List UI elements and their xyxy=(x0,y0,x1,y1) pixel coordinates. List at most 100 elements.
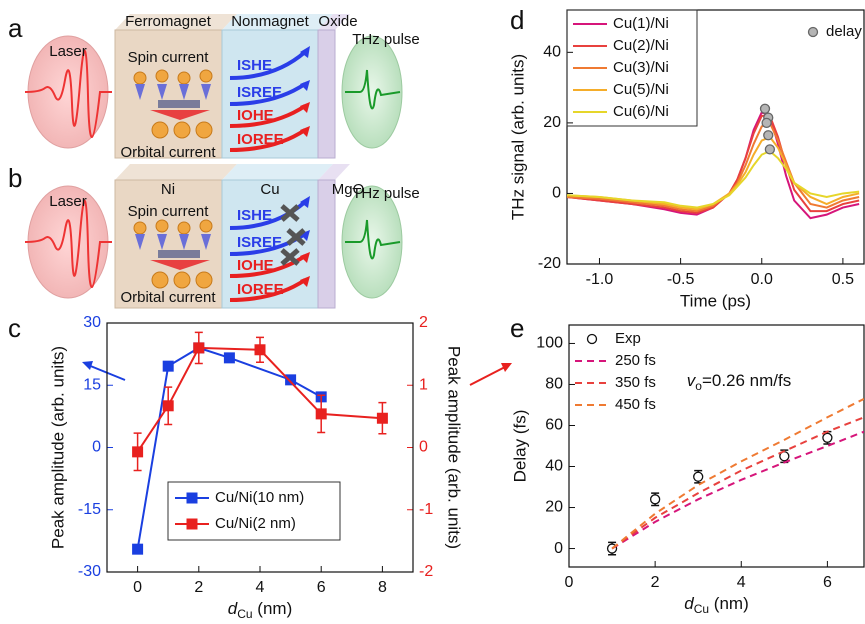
marker xyxy=(649,494,661,505)
layer-label: Cu xyxy=(260,181,279,198)
spin-label: Spin current xyxy=(128,203,210,220)
subscript: Cu xyxy=(237,607,252,621)
effect-label: ISREE xyxy=(237,234,282,251)
legend-frame xyxy=(566,9,698,127)
layer-label: Oxide xyxy=(318,13,357,30)
axis-label: Time (ps) xyxy=(680,291,751,310)
x-tick-label: 6 xyxy=(317,579,326,596)
effect-label: IOHE xyxy=(237,107,274,124)
x-tick-label: 2 xyxy=(651,574,660,591)
marker xyxy=(132,446,144,458)
thz-label: THz pulse xyxy=(352,31,420,48)
marker xyxy=(693,471,704,482)
panel-label: a xyxy=(8,13,23,43)
y-tick-label: 40 xyxy=(543,44,561,61)
x-tick-label: 0.5 xyxy=(832,271,854,288)
y-tick-label: 0 xyxy=(552,185,561,202)
marker xyxy=(822,432,833,443)
marker xyxy=(376,412,388,424)
thz-label: THz pulse xyxy=(352,185,420,202)
axis-label: dCu (nm) xyxy=(228,599,292,621)
y-tick-label: 20 xyxy=(545,499,563,516)
layer-label: Ferromagnet xyxy=(125,13,212,30)
marker xyxy=(285,374,297,386)
y-tick-label: 80 xyxy=(545,376,563,393)
x-tick-label: 0 xyxy=(565,574,574,591)
x-tick-label: -1.0 xyxy=(586,271,614,288)
y-tick-label: 15 xyxy=(83,376,101,393)
legend-frame xyxy=(167,481,341,541)
plot-frame xyxy=(566,9,865,265)
x-tick-label: 0.0 xyxy=(751,271,773,288)
y-tick-label: 0 xyxy=(554,540,563,557)
axis-label: vo=0.26 nm/fs xyxy=(687,371,792,393)
x-tick-label: 4 xyxy=(737,574,746,591)
marker xyxy=(761,117,772,129)
axis-label: Peak amplitude (arb. units) xyxy=(48,346,67,549)
marker xyxy=(193,342,205,354)
laser-label: Laser xyxy=(49,43,87,60)
marker xyxy=(254,344,266,356)
marker xyxy=(223,352,235,364)
plot-frame xyxy=(568,324,865,568)
legend-label: delay xyxy=(826,23,862,40)
panel-label: d xyxy=(510,5,524,35)
axis-label: Peak amplitude (arb. units) xyxy=(445,346,464,549)
legend-label: Cu(1)/Ni xyxy=(613,15,669,32)
subscript: Cu xyxy=(694,602,709,616)
y-tick-label: -15 xyxy=(78,501,101,518)
x-tick-label: 6 xyxy=(823,574,832,591)
series-line xyxy=(611,430,864,550)
series-line xyxy=(567,149,860,209)
axis-label: Delay (fs) xyxy=(510,410,529,483)
y2-tick-label: 1 xyxy=(419,376,428,393)
axis-label: dCu (nm) xyxy=(684,594,748,616)
legend-marker xyxy=(186,492,198,504)
series-line xyxy=(567,135,860,211)
series-group xyxy=(567,103,860,220)
panel-label: b xyxy=(8,163,22,193)
legend-label: Cu(6)/Ni xyxy=(613,103,669,120)
spin-label: Spin current xyxy=(128,49,210,66)
marker xyxy=(162,360,174,372)
legend-marker xyxy=(586,333,598,345)
y-tick-label: 60 xyxy=(545,417,563,434)
y-tick-label: 20 xyxy=(543,114,561,131)
y-tick-label: 0 xyxy=(92,439,101,456)
chart: d -1.0 -0.5 0.0 0.5 -20 0 20 40 Time (ps) THz sign… xyxy=(508,5,865,310)
legend-label: Cu/Ni(2 nm) xyxy=(215,515,296,532)
series-line xyxy=(611,416,864,550)
effect-label: IOHE xyxy=(237,257,274,274)
marker xyxy=(759,103,771,114)
marker xyxy=(162,400,174,412)
plot-frame xyxy=(106,322,414,573)
effect-label: ISHE xyxy=(237,57,272,74)
orbital-label: Orbital current xyxy=(120,144,216,161)
x-tick-label: 0 xyxy=(133,579,142,596)
layer-label: Ni xyxy=(161,181,175,198)
legend-label: 350 fs xyxy=(615,374,656,391)
legend-marker xyxy=(186,518,198,530)
y-tick-label: -30 xyxy=(78,563,101,580)
layer-label: MgO xyxy=(332,181,365,198)
effect-label: IOREE xyxy=(237,281,284,298)
diagram-a: a Laser Ferromagnet Nonmagnet Oxide Spin… xyxy=(8,12,420,161)
panel-label: e xyxy=(510,313,524,343)
marker xyxy=(763,130,774,141)
layer-label: Nonmagnet xyxy=(231,13,309,30)
series-line xyxy=(611,397,864,550)
axis-label: THz signal (arb. units) xyxy=(508,54,527,220)
laser-label: Laser xyxy=(49,193,87,210)
effect-label: ISHE xyxy=(237,207,272,224)
marker xyxy=(132,543,144,555)
legend-label: 250 fs xyxy=(615,352,656,369)
y-tick-label: -20 xyxy=(538,255,561,272)
x-tick-label: 8 xyxy=(378,579,387,596)
series-group xyxy=(132,331,388,555)
series-line xyxy=(136,346,383,453)
series-line xyxy=(567,114,860,214)
y2-tick-label: -2 xyxy=(419,563,433,580)
label-part: d xyxy=(684,594,694,613)
label-part: (nm) xyxy=(709,594,749,613)
